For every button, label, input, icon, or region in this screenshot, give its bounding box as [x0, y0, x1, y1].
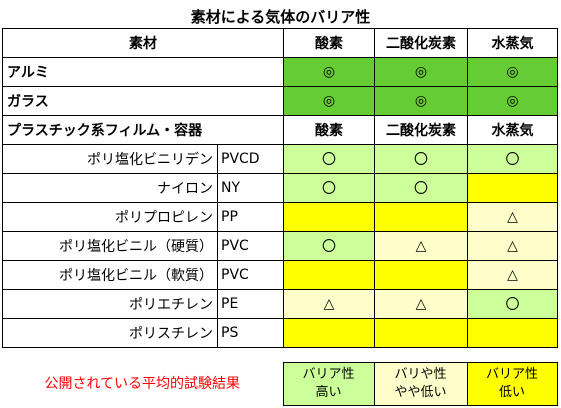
header-co2: 二酸化炭素	[374, 115, 468, 145]
plastic-code: PVCD	[217, 144, 284, 174]
legend-low-line1: バリア性	[485, 367, 538, 382]
plastic-code: PP	[217, 202, 284, 232]
row-glass: ガラス ◎ ◎ ◎	[2, 86, 558, 116]
plastic-code: PVC	[217, 260, 284, 290]
legend-high-line2: 高い	[315, 385, 342, 400]
legend-high: バリア性 高い	[282, 362, 375, 406]
plastic-code: PE	[217, 289, 284, 319]
barrier-table: 素材 酸素 二酸化炭素 水蒸気 アルミ ◎ ◎ ◎ ガラス ◎ ◎ ◎ プラスチ…	[2, 28, 558, 348]
legend-mid-line1: バリや性	[394, 367, 447, 382]
plastic-name: ポリスチレン	[2, 318, 218, 348]
cell-oxygen: 〇	[283, 144, 375, 174]
row-ny: ナイロン NY 〇 〇	[2, 173, 558, 203]
cell-water	[467, 318, 558, 348]
cell-co2	[374, 202, 468, 232]
cell-water: ◎	[467, 57, 558, 87]
cell-oxygen	[283, 260, 375, 290]
cell-co2: △	[374, 289, 468, 319]
plastic-name: ポリプロピレン	[2, 202, 218, 232]
cell-water: △	[467, 260, 558, 290]
row-pp: ポリプロピレン PP △	[2, 202, 558, 232]
plastic-name: ポリエチレン	[2, 289, 218, 319]
cell-water: ◎	[467, 86, 558, 116]
legend-table: 公開されている平均的試験結果 バリア性 高い バリや性 やや低い バリア性 低い	[2, 362, 558, 406]
cell-co2	[374, 318, 468, 348]
cell-water	[467, 173, 558, 203]
plastic-name: ポリ塩化ビニリデン	[2, 144, 218, 174]
cell-oxygen	[283, 318, 375, 348]
plastic-category: プラスチック系フィルム・容器	[2, 115, 284, 145]
cell-water: 〇	[467, 144, 558, 174]
row-ps: ポリスチレン PS	[2, 318, 558, 348]
legend-low-line2: 低い	[498, 385, 525, 400]
plastic-code: PVC	[217, 231, 284, 261]
plastic-code: NY	[217, 173, 284, 203]
legend-mid-line2: やや低い	[394, 385, 447, 400]
cell-oxygen: △	[283, 289, 375, 319]
legend-low: バリア性 低い	[466, 362, 558, 406]
header-material: 素材	[2, 28, 284, 58]
row-pvcd: ポリ塩化ビニリデン PVCD 〇 〇 〇	[2, 144, 558, 174]
row-pe: ポリエチレン PE △ △ 〇	[2, 289, 558, 319]
plastic-name: ナイロン	[2, 173, 218, 203]
header-water: 水蒸気	[467, 115, 558, 145]
header-oxygen: 酸素	[283, 28, 375, 58]
cell-oxygen: 〇	[283, 173, 375, 203]
plastic-name: ポリ塩化ビニル（硬質）	[2, 231, 218, 261]
cell-co2: 〇	[374, 173, 468, 203]
cell-water: △	[467, 231, 558, 261]
cell-co2: 〇	[374, 144, 468, 174]
plastic-code: PS	[217, 318, 284, 348]
header-water: 水蒸気	[467, 28, 558, 58]
cell-water: △	[467, 202, 558, 232]
cell-oxygen: ◎	[283, 86, 375, 116]
legend-high-line1: バリア性	[302, 367, 355, 382]
legend-label: 公開されている平均的試験結果	[44, 376, 241, 392]
header-co2: 二酸化炭素	[374, 28, 468, 58]
material-name: アルミ	[2, 57, 284, 87]
plastic-name: ポリ塩化ビニル（軟質）	[2, 260, 218, 290]
plastic-header-row: プラスチック系フィルム・容器 酸素 二酸化炭素 水蒸気	[2, 115, 558, 145]
cell-water: 〇	[467, 289, 558, 319]
cell-oxygen	[283, 202, 375, 232]
cell-oxygen: 〇	[283, 231, 375, 261]
cell-co2: ◎	[374, 86, 468, 116]
material-name: ガラス	[2, 86, 284, 116]
legend-mid: バリや性 やや低い	[373, 362, 468, 406]
cell-co2: △	[374, 231, 468, 261]
page-title: 素材による気体のバリア性	[190, 8, 371, 26]
cell-co2: ◎	[374, 57, 468, 87]
cell-oxygen: ◎	[283, 57, 375, 87]
row-pvc-hard: ポリ塩化ビニル（硬質） PVC 〇 △ △	[2, 231, 558, 261]
row-aluminum: アルミ ◎ ◎ ◎	[2, 57, 558, 87]
row-pvc-soft: ポリ塩化ビニル（軟質） PVC △	[2, 260, 558, 290]
header-row: 素材 酸素 二酸化炭素 水蒸気	[2, 28, 558, 58]
header-oxygen: 酸素	[283, 115, 375, 145]
cell-co2	[374, 260, 468, 290]
